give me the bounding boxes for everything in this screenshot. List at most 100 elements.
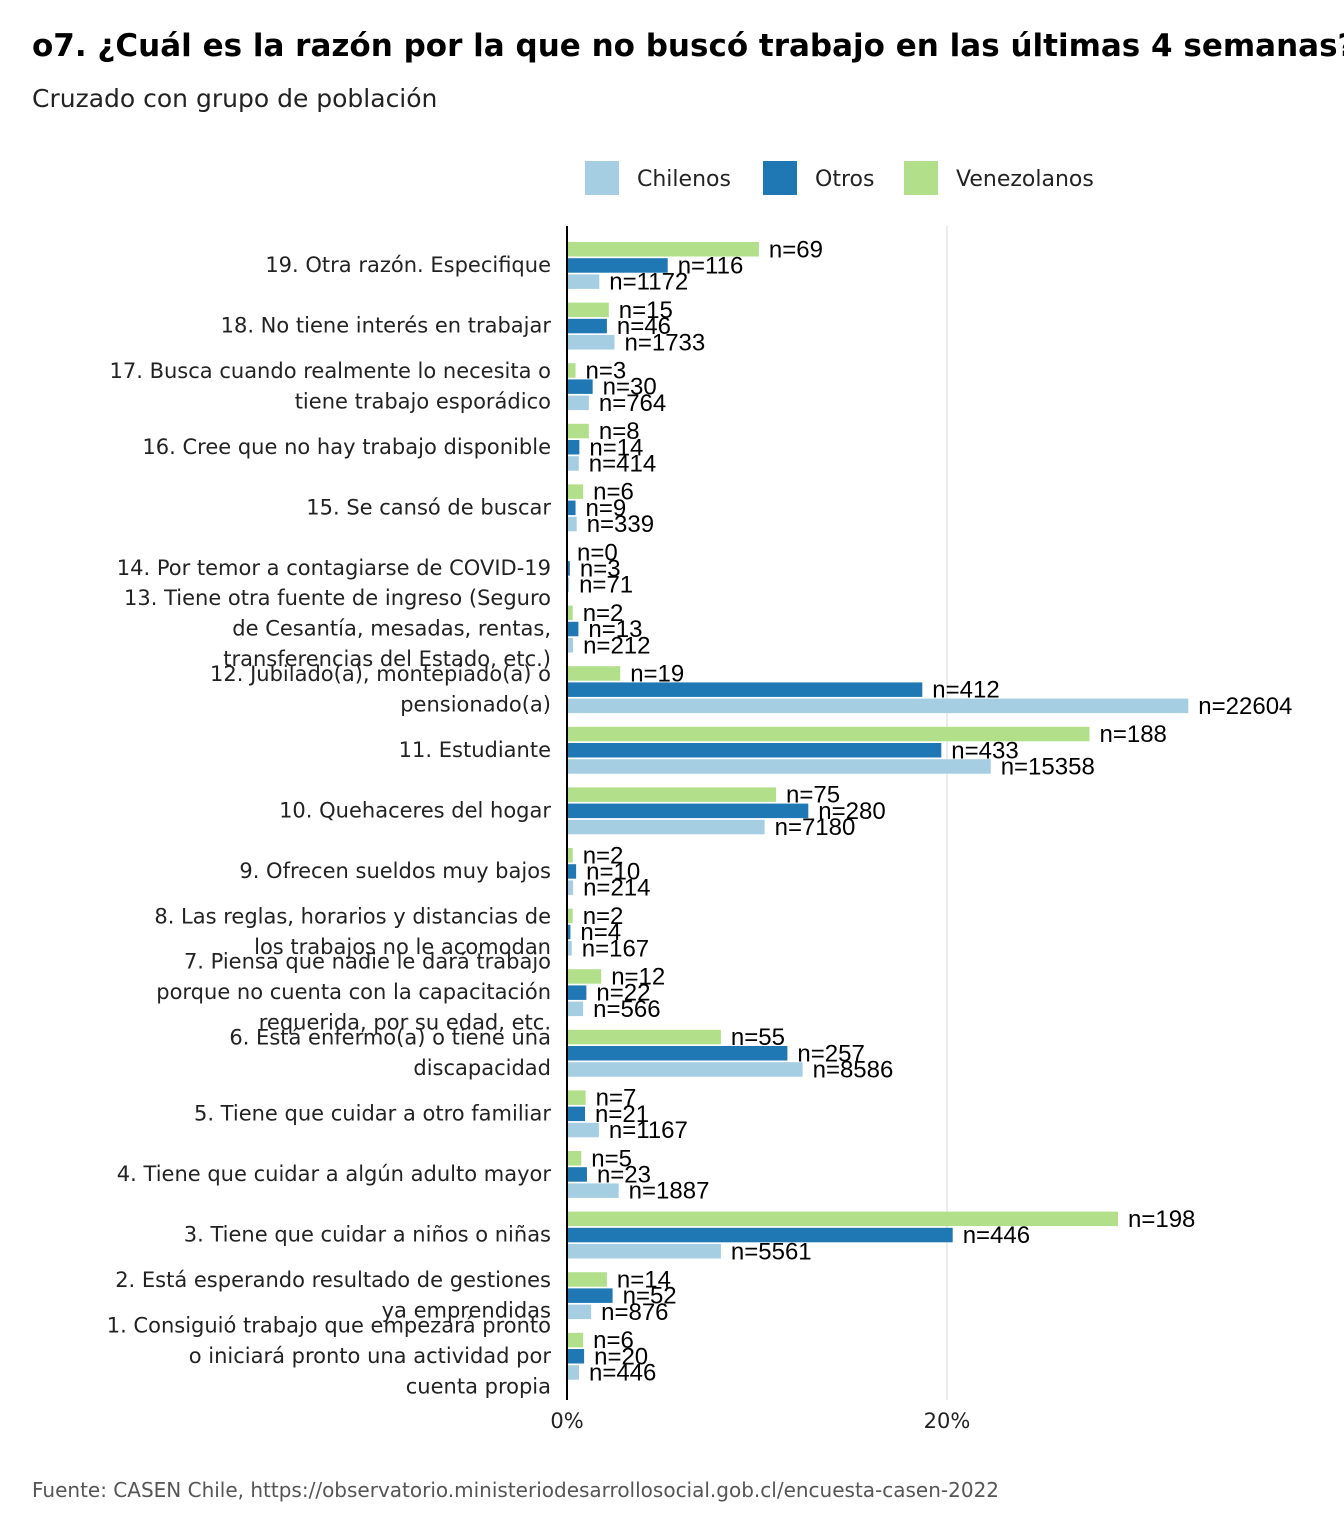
category-label: 14. Por temor a contagiarse de COVID-19: [117, 556, 551, 580]
n-label: n=75: [786, 782, 840, 809]
legend-label-otros: Otros: [815, 167, 874, 192]
n-label: n=412: [932, 677, 999, 704]
category-label: 3. Tiene que cuidar a niños o niñas: [184, 1223, 551, 1247]
bar-chilenos: [567, 335, 615, 350]
bar-chilenos: [567, 1304, 592, 1320]
n-label: n=12: [611, 963, 665, 990]
n-label: n=339: [587, 511, 654, 538]
n-label: n=566: [593, 996, 660, 1023]
n-label: n=116: [678, 252, 744, 279]
bar-chilenos: [567, 759, 991, 774]
bar-otros: [567, 621, 579, 637]
bar-venezolanos: [567, 302, 609, 318]
bar-venezolanos: [567, 1211, 1118, 1227]
bar-chilenos: [567, 698, 1189, 714]
category-label: 6. Está enfermo(a) o tiene una: [229, 1026, 551, 1050]
n-label: n=1167: [609, 1117, 688, 1144]
bar-otros: [567, 1227, 953, 1243]
bar-chilenos: [567, 577, 570, 592]
n-label: n=214: [583, 875, 650, 902]
bar-chilenos: [567, 456, 579, 471]
n-label: n=167: [582, 935, 649, 962]
bar-venezolanos: [567, 969, 602, 984]
x-axis-ticks: 0% 20%: [550, 1409, 970, 1433]
n-label: n=23: [597, 1161, 651, 1188]
legend: Chilenos Otros Venezolanos: [585, 161, 1094, 195]
n-label: n=6: [593, 1327, 634, 1354]
category-label: 15. Se cansó de buscar: [306, 495, 551, 519]
category-label: de Cesantía, mesadas, rentas,: [232, 617, 551, 641]
category-label: 8. Las reglas, horarios y distancias de: [154, 904, 551, 928]
bar-venezolanos: [567, 1272, 607, 1287]
n-label: n=10: [586, 858, 640, 885]
bar-otros: [567, 743, 942, 758]
bar-chilenos: [567, 1244, 721, 1259]
category-label: 13. Tiene otra fuente de ingreso (Seguro: [124, 586, 551, 610]
category-label: 16. Cree que no hay trabajo disponible: [142, 435, 551, 459]
n-label: n=20: [594, 1343, 648, 1370]
category-label: porque no cuenta con la capacitación: [156, 980, 551, 1004]
category-label: 19. Otra razón. Especifique: [265, 253, 551, 277]
n-label: n=2: [583, 842, 624, 869]
bar-otros: [567, 258, 668, 273]
bar-otros: [567, 561, 570, 576]
bar-chilenos: [567, 516, 577, 532]
n-label: n=14: [589, 434, 643, 461]
bar-venezolanos: [567, 1332, 584, 1348]
bar-otros: [567, 924, 571, 940]
n-label: n=8: [599, 418, 640, 445]
n-label: n=212: [583, 632, 650, 659]
bar-otros: [567, 1288, 613, 1303]
n-label: n=7180: [775, 814, 856, 841]
category-label: 4. Tiene que cuidar a algún adulto mayor: [117, 1162, 552, 1186]
n-label: n=52: [623, 1283, 677, 1310]
n-labels-group: n=69n=116n=1172n=15n=46n=1733n=3n=30n=76…: [577, 236, 1292, 1386]
category-label: tiene trabajo esporádico: [295, 389, 551, 413]
n-label: n=257: [797, 1040, 864, 1067]
n-label: n=19: [630, 660, 684, 687]
category-label: 1. Consiguió trabajo que empezará pronto: [107, 1313, 551, 1337]
bar-chilenos: [567, 1001, 584, 1017]
bar-venezolanos: [567, 484, 584, 499]
n-label: n=876: [601, 1299, 668, 1326]
n-label: n=71: [579, 572, 633, 599]
n-label: n=14: [617, 1266, 671, 1293]
n-label: n=21: [595, 1101, 649, 1128]
n-label: n=69: [769, 236, 823, 263]
n-label: n=9: [586, 495, 627, 522]
bar-venezolanos: [567, 1151, 582, 1166]
n-label: n=446: [589, 1359, 656, 1386]
n-label: n=188: [1100, 721, 1167, 748]
n-label: n=46: [617, 313, 671, 340]
category-label: 12. Jubilado(a), montepiado(a) o: [210, 662, 551, 686]
chart-title: o7. ¿Cuál es la razón por la que no busc…: [32, 28, 1344, 64]
bar-chilenos: [567, 880, 574, 895]
bar-otros: [567, 500, 576, 516]
bar-venezolanos: [567, 848, 573, 863]
bar-otros: [567, 318, 607, 334]
category-label: 9. Ofrecen sueldos muy bajos: [239, 859, 551, 883]
legend-label-chilenos: Chilenos: [637, 167, 731, 192]
category-labels: 19. Otra razón. Especifique 18. No tiene …: [107, 253, 552, 1398]
chart-caption: Fuente: CASEN Chile, https://observatori…: [32, 1478, 1000, 1502]
bar-venezolanos: [567, 242, 759, 257]
category-label: discapacidad: [413, 1056, 551, 1080]
bar-otros: [567, 440, 580, 455]
n-label: n=15358: [1001, 753, 1095, 780]
bar-otros: [567, 803, 809, 819]
category-label: ya emprendidas: [382, 1298, 551, 1322]
n-label: n=22604: [1198, 693, 1292, 720]
bar-otros: [567, 682, 923, 697]
n-label: n=1733: [625, 329, 706, 356]
bar-otros: [567, 985, 587, 1000]
bar-chilenos: [567, 819, 765, 835]
n-label: n=764: [599, 390, 666, 417]
n-label: n=4: [580, 919, 621, 946]
bar-venezolanos: [567, 423, 589, 439]
bar-otros: [567, 1046, 788, 1061]
n-label: n=22: [596, 980, 650, 1007]
bar-venezolanos: [567, 605, 573, 621]
category-label: o iniciará pronto una actividad por: [189, 1344, 552, 1368]
bar-venezolanos: [567, 787, 776, 802]
n-label: n=13: [588, 616, 642, 643]
